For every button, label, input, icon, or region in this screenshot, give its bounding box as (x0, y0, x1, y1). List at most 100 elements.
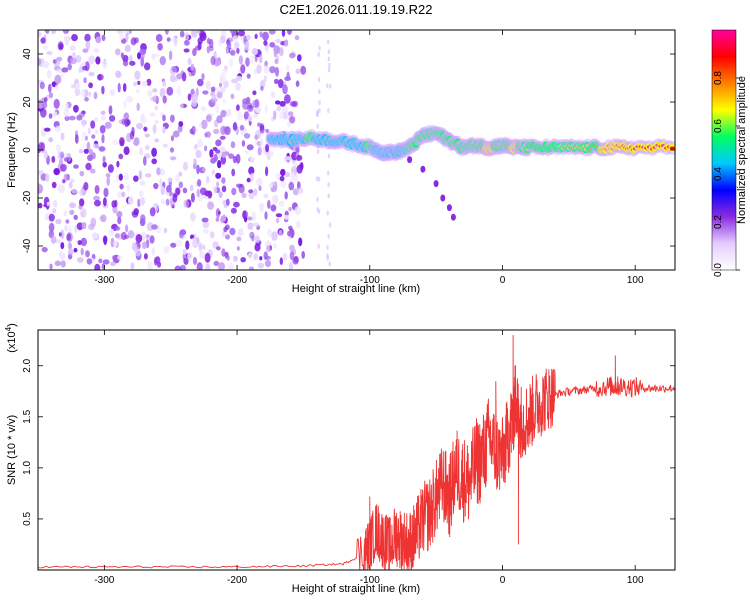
noise-blob (255, 107, 262, 114)
colorbar: 0.0 0.2 0.4 0.6 0.8 Normalized spectral ampl… (711, 29, 748, 277)
noise-blob (289, 244, 295, 252)
noise-blob (159, 56, 166, 66)
noise-blob (105, 173, 111, 178)
noise-blob (144, 173, 152, 178)
noise-blob (80, 89, 86, 97)
noise-blob (129, 60, 136, 66)
noise-blob (235, 75, 243, 81)
noise-blob (108, 105, 113, 115)
noise-blob (80, 237, 88, 247)
noise-streak (328, 261, 331, 267)
noise-streak (327, 56, 330, 62)
noise-blob (139, 180, 146, 186)
noise-blob (257, 146, 262, 156)
noise-blob (285, 64, 291, 72)
noise-blob (119, 183, 124, 190)
noise-blob (70, 57, 77, 65)
noise-blob (233, 255, 238, 262)
noise-blob (60, 151, 65, 159)
noise-blob (226, 255, 230, 261)
noise-blob (140, 116, 147, 124)
noise-blob (180, 103, 184, 110)
noise-blob (244, 150, 250, 155)
noise-blob (201, 73, 205, 81)
noise-blob (73, 104, 79, 113)
noise-blob (151, 247, 156, 256)
noise-blob (85, 135, 88, 141)
noise-blob (190, 63, 195, 72)
noise-blob (42, 101, 48, 109)
noise-blob (288, 261, 294, 270)
noise-blob (133, 81, 137, 87)
noise-streak (317, 243, 320, 249)
noise-blob (242, 210, 249, 220)
noise-blob (220, 109, 227, 118)
noise-blob (244, 133, 251, 139)
noise-blob (218, 38, 222, 47)
noise-blob (183, 48, 190, 53)
noise-blob (69, 178, 75, 183)
noise-blob (74, 224, 78, 234)
x-tick-label: -300 (94, 575, 114, 586)
colorbar-tick-label: 0.4 (713, 167, 724, 181)
noise-blob (139, 218, 146, 227)
noise-blob (116, 30, 124, 34)
noise-blob (185, 240, 190, 250)
noise-blob (79, 198, 85, 207)
noise-blob (76, 222, 84, 231)
noise-blob (100, 110, 106, 116)
noise-blob (216, 115, 223, 124)
noise-blob (106, 176, 110, 186)
noise-blob (202, 244, 206, 251)
noise-blob (55, 144, 61, 152)
colorbar-tick-label: 0.6 (713, 119, 724, 133)
side-branch-point (446, 204, 452, 212)
noise-blob (233, 201, 240, 208)
noise-streak (326, 83, 329, 89)
noise-blob (48, 83, 52, 93)
noise-blob (213, 260, 220, 266)
noise-blob (102, 59, 108, 69)
noise-blob (202, 167, 206, 172)
noise-blob (51, 30, 57, 35)
noise-blob (206, 45, 211, 54)
svg-text:(x104): (x104) (4, 323, 18, 353)
noise-blob (258, 54, 263, 64)
noise-blob (231, 168, 236, 177)
noise-blob (222, 99, 226, 104)
noise-blob (153, 53, 160, 58)
noise-blob (77, 257, 84, 263)
noise-field (38, 30, 332, 270)
noise-streak (317, 176, 321, 182)
noise-blob (78, 149, 84, 154)
noise-blob (175, 173, 180, 183)
noise-blob (117, 216, 122, 225)
snr-x-label: Height of straight line (km) (292, 583, 420, 595)
noise-blob (64, 36, 70, 46)
noise-blob (102, 161, 107, 168)
noise-blob (212, 94, 217, 100)
x-tick-label: 100 (627, 275, 644, 286)
noise-blob (85, 250, 90, 258)
side-branch-point (450, 213, 456, 221)
side-branch-point (407, 156, 413, 164)
noise-blob (259, 125, 265, 134)
noise-blob (169, 147, 175, 153)
noise-blob (57, 184, 65, 194)
noise-blob (54, 239, 62, 244)
noise-blob (147, 89, 153, 97)
noise-blob (38, 144, 42, 154)
x-tick-label: -200 (227, 575, 247, 586)
noise-blob (184, 32, 189, 42)
noise-blob (274, 78, 279, 85)
noise-blob (62, 30, 70, 34)
noise-blob (183, 199, 189, 208)
noise-blob (118, 153, 124, 160)
noise-blob (60, 163, 67, 172)
noise-blob (144, 62, 151, 71)
noise-blob (231, 187, 237, 196)
noise-blob (166, 185, 172, 193)
noise-blob (122, 83, 127, 92)
noise-blob (204, 190, 212, 197)
